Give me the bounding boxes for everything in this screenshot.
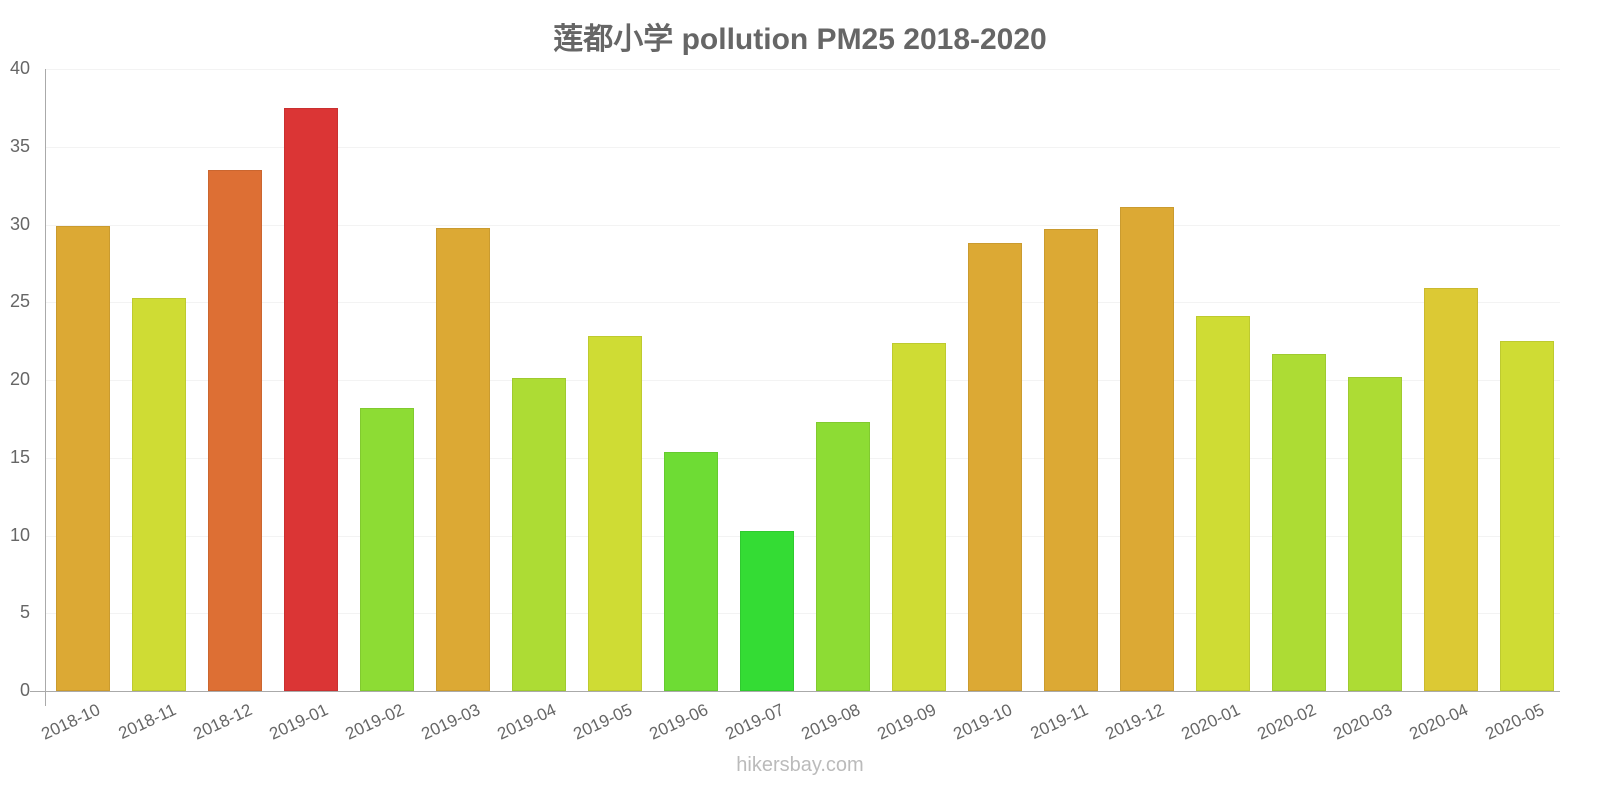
x-tick-label: 2018-10 [38,700,104,744]
bar-2019-01[interactable] [284,107,338,691]
grid-line [45,457,1560,459]
x-axis-line [30,691,1560,692]
bar-2019-09[interactable] [892,342,946,691]
y-axis-line [45,69,46,706]
bar-2019-08[interactable] [816,422,870,691]
y-tick-label: 35 [9,135,30,156]
bar-2020-02[interactable] [1272,353,1326,691]
x-tick-label: 2020-01 [1178,700,1244,744]
bar-2019-04[interactable] [512,378,566,691]
bar-2019-12[interactable] [1120,207,1174,691]
x-tick-label: 2019-08 [798,700,864,744]
bar-2018-10[interactable] [56,226,110,691]
x-tick-label: 2020-04 [1406,700,1472,744]
x-tick-label: 2019-01 [266,700,332,744]
bar-2019-07[interactable] [740,530,794,691]
x-tick-label: 2019-02 [342,700,408,744]
bar-2018-12[interactable] [208,170,262,691]
bar-2019-06[interactable] [664,451,718,691]
grid-line [45,302,1560,304]
grid-line [45,380,1560,381]
bar-2019-03[interactable] [436,227,490,691]
x-tick-label: 2019-10 [950,700,1016,744]
y-tick-label: 5 [19,602,30,623]
grid-line [45,535,1560,537]
x-tick-label: 2019-11 [1027,700,1092,744]
x-tick-label: 2020-03 [1330,700,1396,744]
y-tick-label: 25 [9,291,30,312]
x-tick-label: 2019-05 [570,700,636,744]
y-tick-label: 15 [9,446,30,467]
bar-2019-02[interactable] [360,408,414,691]
bar-2020-05[interactable] [1500,341,1554,691]
x-tick-label: 2019-09 [874,700,940,744]
x-tick-label: 2018-11 [115,700,180,744]
bar-2019-05[interactable] [588,336,642,691]
bar-2018-11[interactable] [132,297,186,691]
x-tick-label: 2019-07 [722,700,788,744]
y-tick-label: 30 [9,213,30,234]
y-tick-label: 10 [9,524,30,545]
x-tick-label: 2020-05 [1482,700,1548,744]
plot-area [45,69,1560,691]
x-tick-label: 2019-06 [646,700,712,744]
bar-2020-01[interactable] [1196,316,1250,691]
y-tick-label: 20 [9,369,30,389]
bar-2020-04[interactable] [1424,288,1478,691]
chart-title: 莲都小学 pollution PM25 2018-2020 [553,23,1047,56]
x-tick-label: 2019-04 [494,700,560,744]
x-tick-label: 2018-12 [190,700,256,744]
grid-line [45,613,1560,615]
bar-2019-11[interactable] [1044,229,1098,691]
y-tick-label: 0 [19,680,30,700]
y-tick-label: 40 [9,58,30,78]
grid-line [45,224,1560,226]
grid-line [45,69,1560,70]
x-tick-label: 2019-03 [418,700,484,744]
watermark: hikersbay.com [736,754,864,776]
x-tick-label: 2020-02 [1254,700,1320,744]
x-tick-label: 2019-12 [1102,700,1168,744]
bar-2020-03[interactable] [1348,376,1402,691]
grid-line [45,146,1560,148]
bar-2019-10[interactable] [968,243,1022,691]
